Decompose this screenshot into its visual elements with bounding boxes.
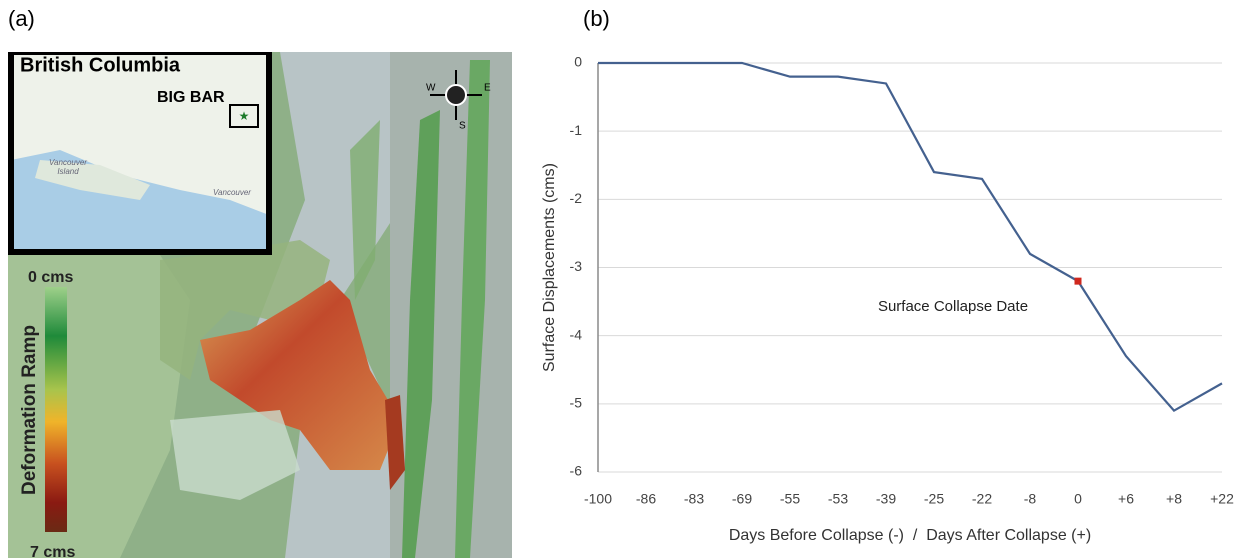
x-tick-label: -83: [684, 491, 704, 507]
x-tick-label: -8: [1024, 491, 1037, 507]
panel-label: (b): [583, 6, 610, 31]
x-tick-label: -55: [780, 491, 800, 507]
place-label: Island: [57, 167, 79, 176]
x-tick-label: +8: [1166, 491, 1182, 507]
inset-map: British Columbia BIG BAR ★ Vancouver Isl…: [8, 52, 272, 255]
map: W E S British Columbia BIG BAR ★ Vancouv…: [8, 52, 512, 558]
place-label: Vancouver: [213, 188, 251, 197]
site-box: [229, 104, 259, 128]
colorbar-title: Deformation Ramp: [19, 325, 40, 495]
x-tick-label: -69: [732, 491, 752, 507]
annotation-marker: [1074, 277, 1082, 285]
x-tick-label: -86: [636, 491, 656, 507]
panel-label: (a): [8, 6, 35, 31]
ridge: [455, 60, 490, 558]
deformation-zone: [200, 280, 400, 470]
x-tick-label: -100: [584, 491, 612, 507]
inset-title: British Columbia: [20, 54, 181, 76]
annotation-text: Surface Collapse Date: [878, 298, 1028, 315]
terrain: [160, 240, 330, 380]
compass-label: W: [426, 83, 436, 94]
y-tick-label: -1: [570, 122, 583, 138]
inset-frame: [8, 52, 272, 255]
compass: W E S: [426, 70, 491, 132]
colorbar: [45, 287, 67, 532]
terrain: [170, 410, 300, 500]
y-axis-title: Surface Displacements (cms): [541, 163, 558, 372]
colorbar-label: 0 cms: [28, 269, 73, 286]
x-tick-label: -53: [828, 491, 848, 507]
y-tick-label: -6: [570, 463, 583, 479]
site-label: BIG BAR: [157, 89, 225, 106]
inset-island: [35, 160, 150, 200]
line: [598, 61, 1223, 413]
ridge: [402, 110, 440, 558]
ridge: [350, 120, 380, 300]
deformation-zone: [385, 395, 405, 490]
colorbar-label: 7 cms: [30, 544, 75, 558]
place-label: Vancouver: [49, 158, 87, 167]
y-tick-label: -4: [570, 326, 583, 342]
x-tick-label: 0: [1074, 491, 1082, 507]
x-tick-label: -22: [972, 491, 992, 507]
x-tick-label: +6: [1118, 491, 1134, 507]
x-tick-label: -25: [924, 491, 944, 507]
x-axis-title: Days Before Collapse (-) / Days After Co…: [729, 527, 1091, 544]
site-star: ★: [239, 109, 250, 123]
x-tick-label: -39: [876, 491, 896, 507]
x-tick-label: +22: [1210, 491, 1234, 507]
compass-label: S: [459, 121, 466, 132]
y-tick-label: 0: [574, 54, 582, 70]
compass-label: E: [484, 83, 491, 94]
y-tick-label: -2: [570, 190, 583, 206]
y-tick-label: -5: [570, 395, 583, 411]
y-tick-label: -3: [570, 258, 583, 274]
